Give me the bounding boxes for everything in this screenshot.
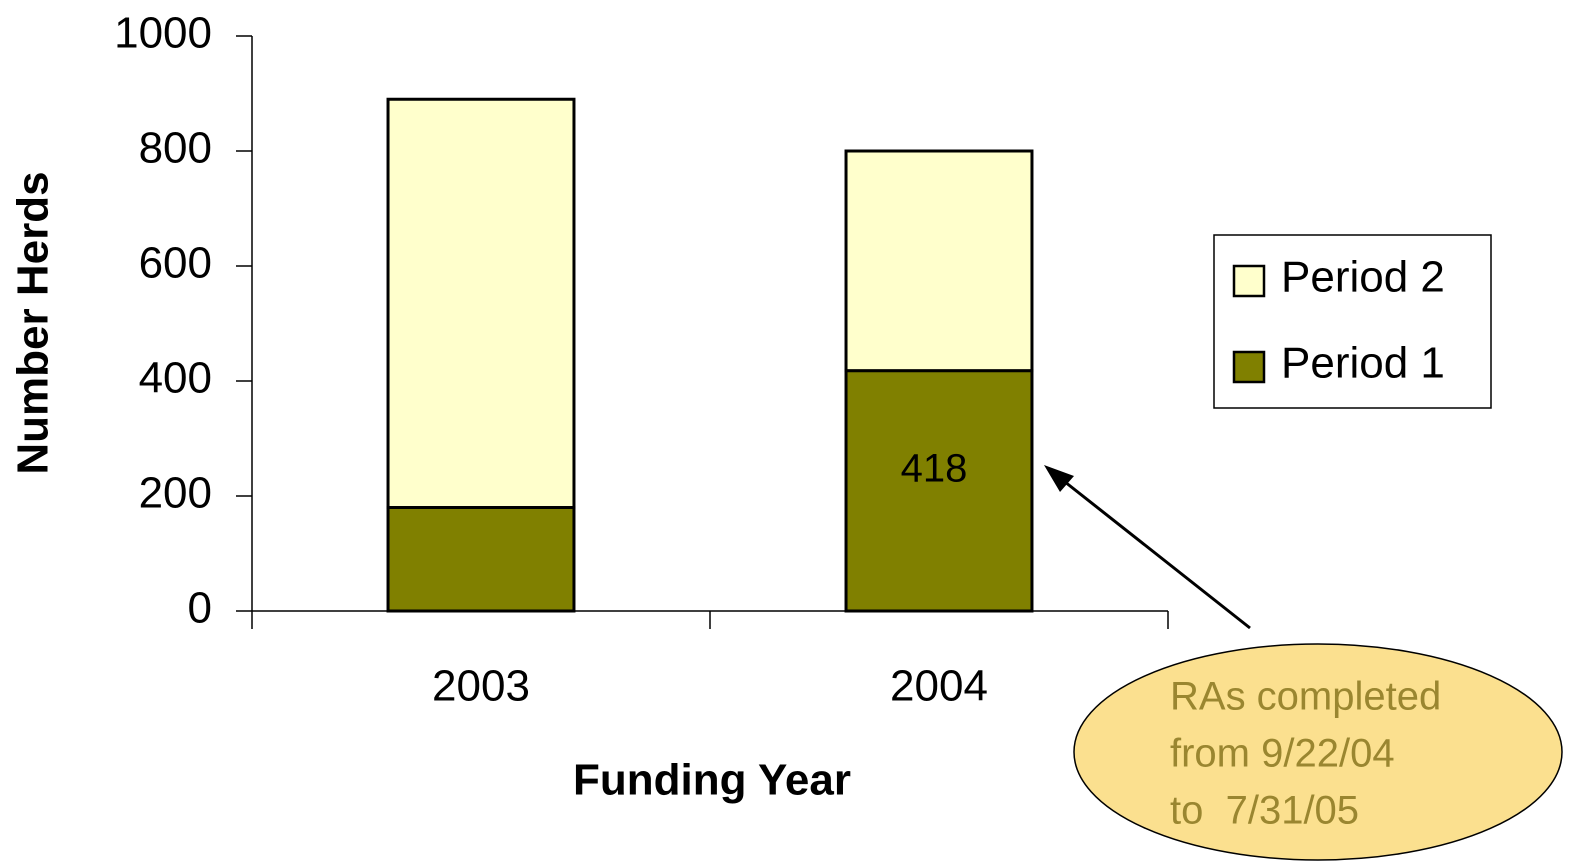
y-tick-label: 400	[139, 354, 212, 403]
bar-segment	[844, 149, 1034, 373]
y-tick-label: 0	[188, 584, 212, 633]
bar-segment	[844, 369, 1034, 613]
bar-segment	[386, 506, 576, 613]
annotation-text: to 7/31/05	[1170, 789, 1359, 833]
annotation-text: from 9/22/04	[1170, 732, 1395, 776]
legend-label: Period 1	[1281, 339, 1445, 388]
y-tick-label: 200	[139, 469, 212, 518]
y-axis-title: Number Herds	[9, 171, 58, 474]
legend-label: Period 2	[1281, 253, 1445, 302]
legend-swatch	[1232, 350, 1266, 384]
x-tick-label: 2004	[890, 662, 988, 711]
y-tick-label: 600	[139, 239, 212, 288]
annotation-text: RAs completed	[1170, 675, 1441, 719]
legend-swatch	[1232, 264, 1266, 298]
arrow-head	[1044, 465, 1074, 492]
x-axis-title: Funding Year	[573, 756, 851, 805]
data-label: 418	[901, 446, 968, 490]
annotation-bubble	[1073, 643, 1563, 861]
y-tick-label: 800	[139, 124, 212, 173]
bar-segment	[386, 97, 576, 509]
x-tick-label: 2003	[432, 662, 530, 711]
y-tick-label: 1000	[114, 9, 212, 58]
annotation-arrow	[1059, 476, 1251, 630]
